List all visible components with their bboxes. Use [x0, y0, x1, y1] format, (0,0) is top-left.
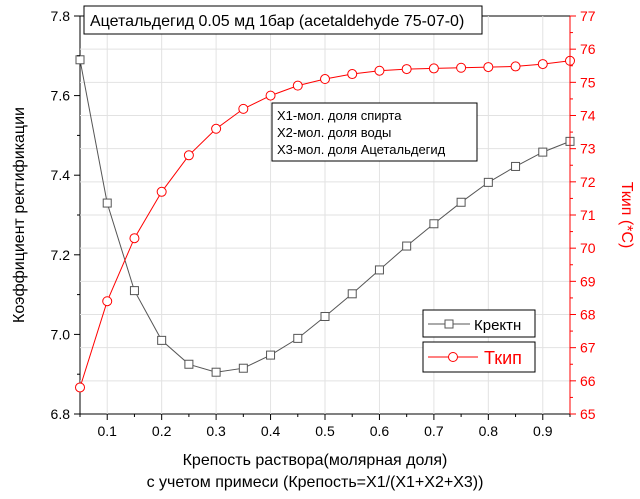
- y-right-tick-label: 67: [580, 340, 596, 356]
- annotation-line-1: X1-мол. доля спирта: [277, 108, 402, 123]
- data-point-tkip: [156, 186, 167, 197]
- data-point-tkip: [401, 64, 412, 75]
- chart-title: Ацетальдегид 0.05 мд 1бар (acetaldehyde …: [90, 13, 464, 30]
- data-point-tkip: [428, 63, 439, 74]
- y-right-tick-label: 65: [580, 406, 596, 422]
- data-point-krekt: [402, 241, 412, 251]
- annotation-box: [271, 102, 478, 162]
- data-point-tkip: [292, 80, 303, 91]
- y-left-tick-label: 7.8: [51, 8, 71, 24]
- y-right-tick-label: 69: [580, 273, 596, 289]
- x-tick-label: 0.3: [206, 423, 226, 439]
- data-point-krekt: [75, 55, 85, 65]
- data-point-tkip: [265, 90, 276, 101]
- data-point-krekt: [538, 147, 548, 157]
- data-point-tkip: [510, 61, 521, 72]
- x-tick-label: 0.2: [152, 423, 172, 439]
- data-point-tkip: [320, 74, 330, 85]
- legend-marker-tkip: [448, 352, 458, 362]
- data-point-tkip: [211, 123, 222, 134]
- x-tick-label: 0.8: [479, 423, 499, 439]
- legend: Кректн Ткип: [422, 309, 536, 373]
- axes-layer: 0.1 0.2 0.3 0.4 0.5 0.6 0.7 0.8 0.9 65 66 67 68 69 70 7…: [51, 8, 596, 439]
- data-point-tkip: [238, 103, 249, 114]
- data-point-tkip: [374, 65, 385, 76]
- y-right-tick-label: 73: [580, 141, 596, 157]
- y-right-tick-label: 70: [580, 240, 596, 256]
- data-point-krekt: [456, 197, 466, 207]
- x-axis-label-line-2: с учетом примеси (Крепость=X1/(X1+X2+X3)…: [147, 474, 484, 491]
- data-point-krekt: [129, 286, 139, 296]
- data-point-krekt: [511, 161, 521, 171]
- data-point-krekt: [374, 265, 384, 275]
- legend-marker-krekt: [444, 319, 454, 329]
- title-box: [83, 5, 483, 35]
- data-point-krekt: [320, 311, 330, 321]
- data-point-krekt: [157, 335, 167, 345]
- y-axis-label-right: Ткип (*C): [618, 182, 635, 249]
- x-axis-label-line-1: Крепость раствора(молярная доля): [183, 452, 448, 469]
- x-tick-label: 0.7: [424, 423, 444, 439]
- y-left-tick-label: 7.4: [51, 167, 71, 183]
- data-point-krekt: [429, 219, 439, 229]
- y-right-tick-label: 74: [580, 108, 596, 124]
- x-tick-label: 0.1: [97, 423, 117, 439]
- x-tick-label: 0.4: [261, 423, 281, 439]
- data-point-krekt: [483, 177, 493, 187]
- x-tick-label: 0.6: [370, 423, 390, 439]
- y-left-tick-label: 7.6: [51, 88, 71, 104]
- data-point-krekt: [211, 367, 221, 377]
- data-point-krekt: [238, 363, 248, 373]
- legend-label-tkip: Ткип: [484, 348, 522, 368]
- y-right-tick-label: 76: [580, 41, 596, 57]
- series-layer: [75, 55, 575, 393]
- y-right-tick-label: 72: [580, 174, 596, 190]
- data-point-tkip: [537, 59, 548, 70]
- annotation-line-2: X2-мол. доля воды: [277, 125, 391, 140]
- y-right-tick-label: 75: [580, 74, 596, 90]
- data-point-krekt: [293, 333, 303, 343]
- y-right-tick-label: 66: [580, 373, 596, 389]
- y-left-tick-label: 7.2: [51, 247, 71, 263]
- x-tick-label: 0.5: [315, 423, 335, 439]
- y-axis-label-left: Коэффициент ректификации: [11, 107, 28, 323]
- data-point-tkip: [183, 150, 194, 161]
- data-point-tkip: [129, 233, 140, 244]
- y-left-tick-label: 7.0: [51, 326, 71, 342]
- annotation-line-3: X3-мол. доля Ацетальдегид: [277, 142, 446, 157]
- data-point-krekt: [347, 289, 357, 299]
- data-point-tkip: [75, 382, 85, 393]
- data-point-krekt: [184, 359, 194, 369]
- data-point-tkip: [483, 62, 494, 73]
- data-point-krekt: [266, 350, 276, 360]
- y-left-tick-label: 6.8: [51, 406, 71, 422]
- y-right-tick-label: 71: [580, 207, 596, 223]
- data-point-krekt: [102, 198, 112, 208]
- legend-label-krekt: Кректн: [474, 317, 521, 334]
- y-right-tick-label: 77: [580, 8, 596, 24]
- y-right-tick-label: 68: [580, 307, 596, 323]
- data-point-tkip: [347, 69, 358, 80]
- data-point-tkip: [456, 62, 467, 73]
- data-point-tkip: [102, 296, 113, 307]
- x-tick-label: 0.9: [533, 423, 553, 439]
